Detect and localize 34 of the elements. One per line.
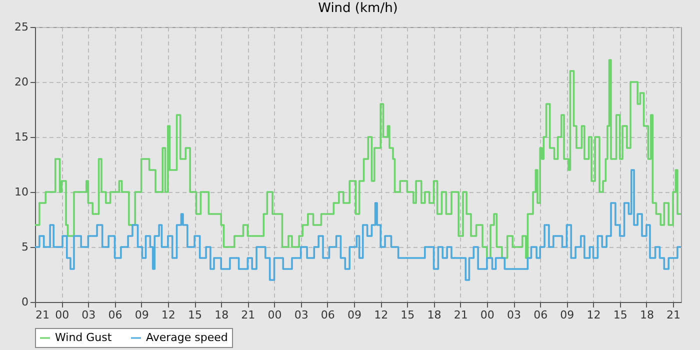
legend-label: Wind Gust xyxy=(55,331,112,344)
x-tick-label: 03 xyxy=(82,308,96,322)
x-tick-label: 12 xyxy=(586,308,601,322)
x-tick-label: 12 xyxy=(161,308,176,322)
x-tick-label: 00 xyxy=(480,308,494,322)
x-tick-label: 06 xyxy=(320,308,335,322)
x-tick-label: 15 xyxy=(400,308,415,322)
x-tick-label: 12 xyxy=(374,308,388,322)
y-tick-label: 5 xyxy=(22,240,28,254)
x-tick-label: 21 xyxy=(241,308,256,322)
x-tick-label: 03 xyxy=(294,308,308,322)
x-tick-label: 00 xyxy=(268,308,282,322)
x-tick-label: 06 xyxy=(108,308,122,322)
x-tick-label: 15 xyxy=(613,308,628,322)
y-tick-label: 0 xyxy=(22,296,28,308)
x-tick-label: 09 xyxy=(348,308,362,322)
x-tick-label: 09 xyxy=(560,308,574,322)
x-tick-label: 09 xyxy=(134,308,149,322)
x-tick-label: 18 xyxy=(640,308,654,322)
x-tick-label: 21 xyxy=(666,308,681,322)
x-tick-label: 18 xyxy=(427,308,442,322)
chart-title: Wind (km/h) xyxy=(318,1,398,16)
y-tick-label: 15 xyxy=(14,130,28,144)
x-tick-label: 21 xyxy=(454,308,468,322)
legend-label: Average speed xyxy=(146,331,228,344)
y-tick-label: 20 xyxy=(14,76,28,88)
y-tick-label: 25 xyxy=(14,20,28,34)
x-tick-label: 00 xyxy=(55,308,70,322)
y-tick-label: 10 xyxy=(14,186,28,198)
x-tick-label: 21 xyxy=(36,308,50,322)
x-tick-label: 03 xyxy=(507,308,522,322)
x-tick-label: 06 xyxy=(534,308,548,322)
x-tick-label: 15 xyxy=(188,308,202,322)
x-tick-label: 18 xyxy=(214,308,229,322)
